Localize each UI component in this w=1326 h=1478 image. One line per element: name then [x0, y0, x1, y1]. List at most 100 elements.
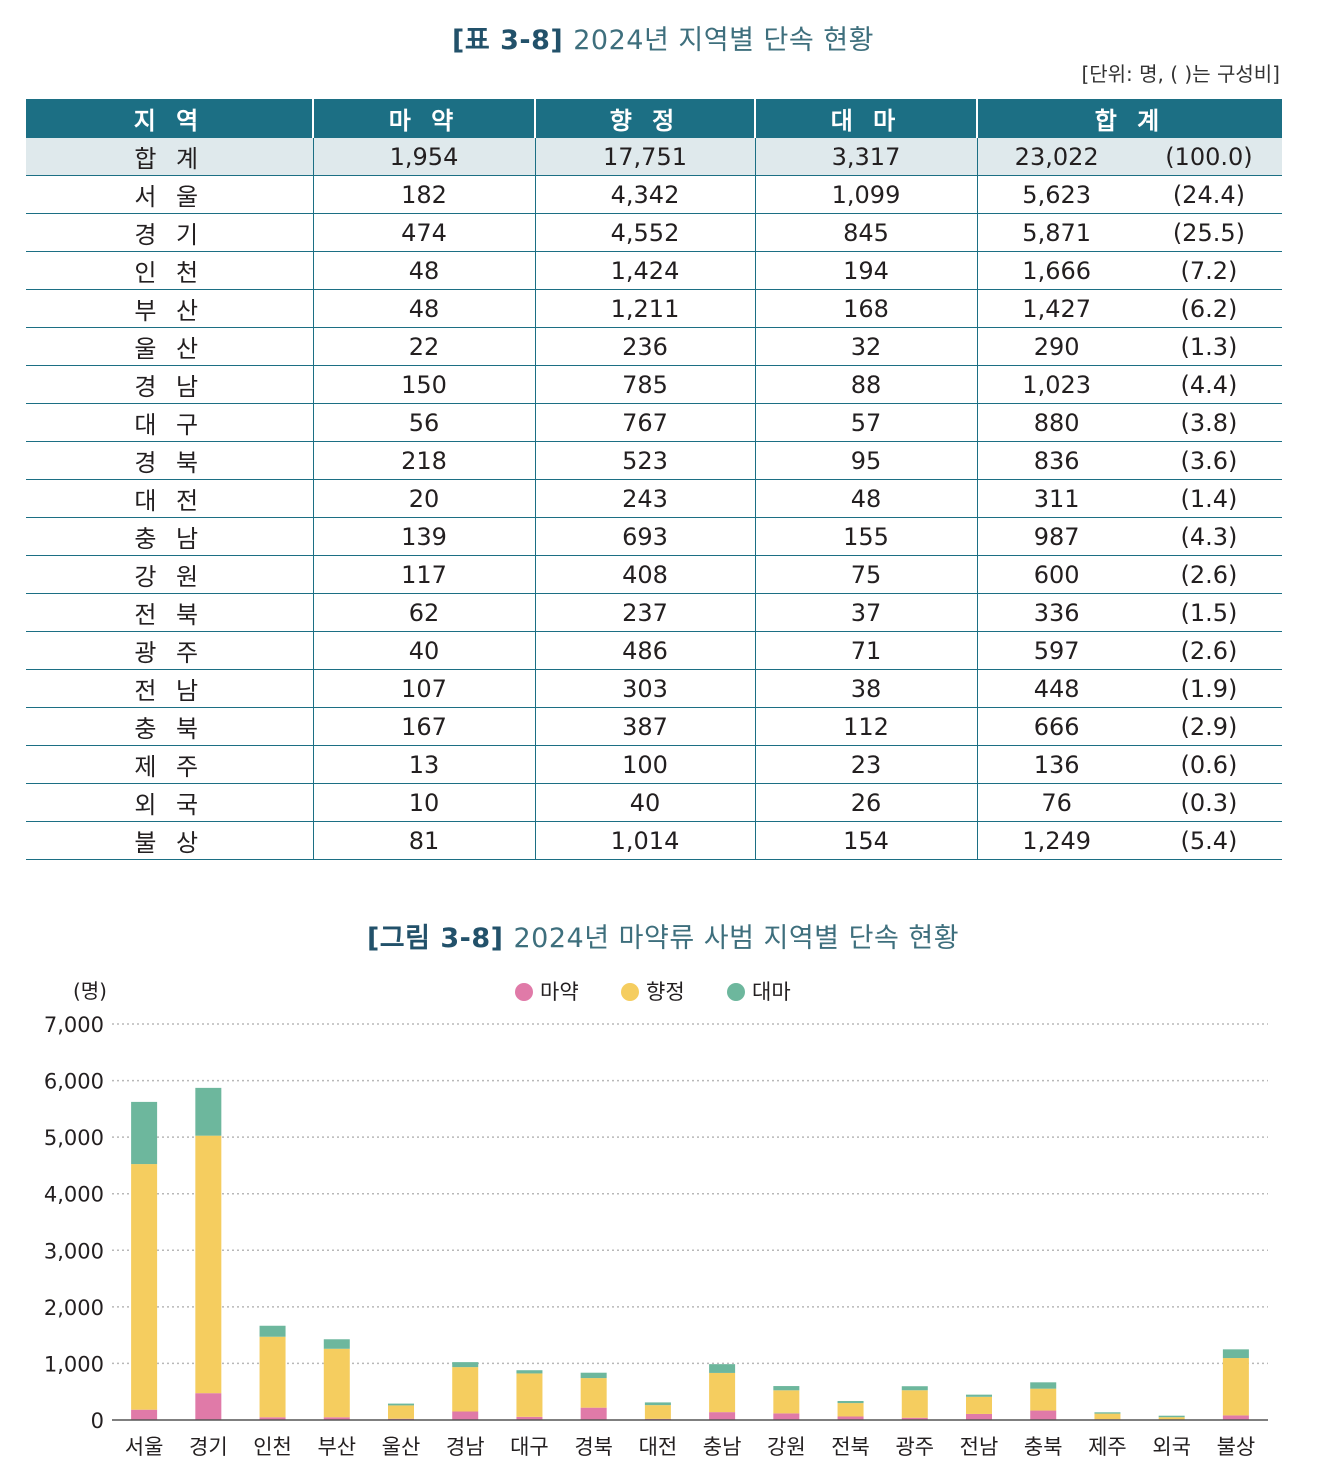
bar-segment	[1030, 1382, 1057, 1389]
total-cannabis: 3,317	[755, 137, 978, 176]
row-sum: 836	[1033, 446, 1080, 475]
row-pct: (7.2)	[1180, 256, 1238, 285]
row-sum-cell: 666 (2.9)	[977, 707, 1282, 746]
bar-segment	[131, 1101, 158, 1165]
row-psychotropics: 693	[535, 517, 756, 556]
bar-segment	[709, 1372, 736, 1413]
unit-note: [단위: 명, ( )는 구성비]	[1081, 62, 1280, 86]
row-pct: (1.3)	[1180, 332, 1238, 361]
chart-caption-title: 2024년 마약류 사범 지역별 단속 현황	[513, 923, 960, 954]
table-caption-tag: [표 3-8]	[452, 25, 564, 56]
row-psychotropics: 4,342	[535, 175, 756, 214]
total-pct: (100.0)	[1165, 142, 1253, 171]
row-sum-cell: 5,871 (25.5)	[977, 213, 1282, 252]
row-region: 경 북	[26, 441, 314, 480]
row-sum-cell: 136 (0.6)	[977, 745, 1282, 784]
x-tick-label: 외국	[1152, 1435, 1191, 1459]
row-pct: (3.6)	[1180, 446, 1238, 475]
row-narcotics: 117	[313, 555, 536, 594]
row-sum-cell: 1,249 (5.4)	[977, 821, 1282, 860]
total-narcotics: 1,954	[313, 137, 536, 176]
header-region: 지 역	[26, 99, 314, 138]
total-region: 합 계	[26, 137, 314, 176]
row-narcotics: 139	[313, 517, 536, 556]
table-row: 부 산 48 1,211 168 1,427 (6.2)	[26, 289, 1282, 328]
table-caption-title: 2024년 지역별 단속 현황	[573, 25, 874, 56]
total-row: 합 계 1,954 17,751 3,317 23,022 (100.0)	[26, 137, 1282, 176]
stacked-bar-chart: 0 1,000 2,000 3,000 4,000 5,000 6,000 7,000 (명) 마…	[44, 979, 1268, 1459]
table-row: 대 구 56 767 57 880 (3.8)	[26, 403, 1282, 442]
table-row: 인 천 48 1,424 194 1,666 (7.2)	[26, 251, 1282, 290]
row-cannabis: 71	[755, 631, 978, 670]
y-tick-label: 7,000	[44, 1013, 104, 1037]
row-sum: 76	[1041, 788, 1072, 817]
table-row: 불 상 81 1,014 154 1,249 (5.4)	[26, 821, 1282, 860]
row-psychotropics: 303	[535, 669, 756, 708]
row-psychotropics: 767	[535, 403, 756, 442]
header-narcotics: 마 약	[313, 99, 536, 138]
row-sum-cell: 987 (4.3)	[977, 517, 1282, 556]
row-pct: (25.5)	[1172, 218, 1245, 247]
table-row: 충 남 139 693 155 987 (4.3)	[26, 517, 1282, 556]
row-sum: 290	[1033, 332, 1080, 361]
row-sum: 5,623	[1022, 180, 1092, 209]
row-narcotics: 182	[313, 175, 536, 214]
row-sum: 1,427	[1022, 294, 1092, 323]
row-narcotics: 150	[313, 365, 536, 404]
bar-segment	[1158, 1417, 1185, 1420]
y-axis-label: (명)	[73, 979, 107, 1003]
row-cannabis: 37	[755, 593, 978, 632]
row-psychotropics: 1,014	[535, 821, 756, 860]
row-sum-cell: 600 (2.6)	[977, 555, 1282, 594]
x-tick-label: 인천	[253, 1435, 292, 1459]
legend-label: 향정	[646, 980, 685, 1004]
row-sum: 448	[1033, 674, 1080, 703]
bar-segment	[773, 1386, 800, 1391]
row-narcotics: 22	[313, 327, 536, 366]
row-cannabis: 32	[755, 327, 978, 366]
row-cannabis: 48	[755, 479, 978, 518]
table-row: 제 주 13 100 23 136 (0.6)	[26, 745, 1282, 784]
bar-segment	[966, 1413, 992, 1420]
row-sum-cell: 290 (1.3)	[977, 327, 1282, 366]
row-narcotics: 107	[313, 669, 536, 708]
row-cannabis: 88	[755, 365, 978, 404]
bar-segment	[1222, 1415, 1249, 1420]
row-pct: (4.3)	[1180, 522, 1238, 551]
bar-segment	[901, 1417, 928, 1420]
row-narcotics: 474	[313, 213, 536, 252]
row-sum-cell: 336 (1.5)	[977, 593, 1282, 632]
row-sum: 987	[1033, 522, 1080, 551]
row-psychotropics: 4,552	[535, 213, 756, 252]
y-tick-label: 5,000	[44, 1126, 104, 1150]
table-header-row: 지 역 마 약 향 정 대 마 합 계	[26, 99, 1282, 138]
bar-segment	[773, 1390, 800, 1414]
row-region: 충 북	[26, 707, 314, 746]
legend-swatch	[727, 983, 745, 1001]
row-sum: 600	[1033, 560, 1080, 589]
bar-segment	[131, 1164, 158, 1410]
bar-segment	[131, 1409, 158, 1420]
row-region: 대 구	[26, 403, 314, 442]
bar-segment	[323, 1417, 350, 1420]
bar-segment	[452, 1367, 479, 1412]
row-cannabis: 194	[755, 251, 978, 290]
bar-segment	[580, 1407, 607, 1420]
row-region: 부 산	[26, 289, 314, 328]
y-tick-label: 0	[91, 1409, 104, 1433]
table-caption: [표 3-8] 2024년 지역별 단속 현황	[0, 18, 1326, 57]
row-sum: 136	[1033, 750, 1080, 779]
row-pct: (3.8)	[1180, 408, 1238, 437]
table-row: 경 남 150 785 88 1,023 (4.4)	[26, 365, 1282, 404]
row-region: 불 상	[26, 821, 314, 860]
row-pct: (2.9)	[1180, 712, 1238, 741]
table-row: 대 전 20 243 48 311 (1.4)	[26, 479, 1282, 518]
bar-segment	[516, 1373, 543, 1417]
row-sum-cell: 1,427 (6.2)	[977, 289, 1282, 328]
row-cannabis: 95	[755, 441, 978, 480]
bar-segment	[709, 1364, 736, 1373]
bar-segment	[323, 1339, 350, 1349]
x-tick-label: 불상	[1217, 1435, 1256, 1459]
x-tick-label: 강원	[767, 1435, 806, 1459]
row-narcotics: 56	[313, 403, 536, 442]
